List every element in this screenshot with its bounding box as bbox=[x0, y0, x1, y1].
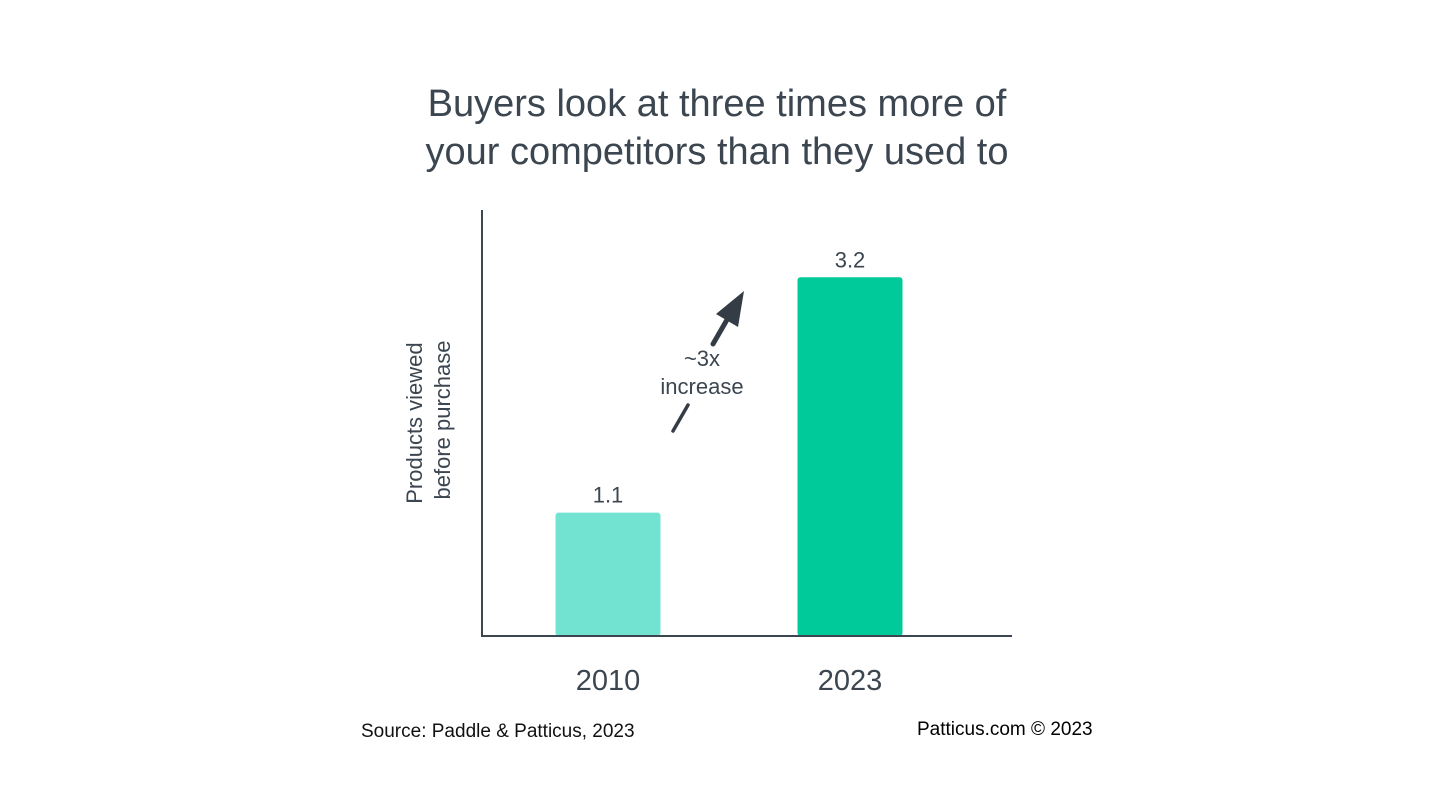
annotation-arrow-tail bbox=[671, 403, 690, 433]
data-label-2010: 1.1 bbox=[593, 483, 624, 508]
increase-annotation: ~3x increase bbox=[660, 291, 744, 433]
x-tick-label-2023: 2023 bbox=[818, 665, 883, 697]
chart-title-line-2: your competitors than they used to bbox=[425, 131, 1009, 173]
x-tick-label-2010: 2010 bbox=[576, 665, 641, 697]
data-label-2023: 3.2 bbox=[835, 247, 866, 272]
source-note: Source: Paddle & Patticus, 2023 bbox=[361, 721, 635, 742]
annotation-line-2: increase bbox=[660, 374, 743, 399]
chart-title: Buyers look at three times more of your … bbox=[0, 80, 1434, 176]
arrow-up-icon bbox=[716, 291, 744, 327]
y-axis-label: Products viewed before purchase bbox=[402, 336, 455, 504]
copyright-note: Patticus.com © 2023 bbox=[917, 719, 1093, 740]
labels-group: 1.1 2010 3.2 2023 bbox=[576, 247, 883, 697]
bar-2023 bbox=[797, 277, 903, 636]
bar-2010 bbox=[555, 512, 661, 636]
chart-title-line-1: Buyers look at three times more of bbox=[427, 83, 1007, 125]
annotation-line-1: ~3x bbox=[684, 346, 720, 371]
annotation-arrow-shaft bbox=[710, 315, 731, 347]
bars-group bbox=[555, 277, 903, 636]
y-axis-label-line-1: Products viewed bbox=[402, 342, 427, 503]
y-axis-label-line-2: before purchase bbox=[430, 341, 455, 500]
